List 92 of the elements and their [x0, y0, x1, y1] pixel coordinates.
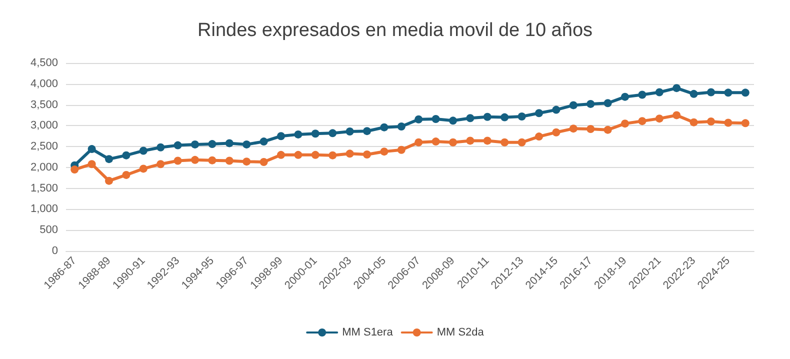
point: [346, 128, 354, 136]
point: [638, 90, 646, 99]
point: [105, 176, 113, 185]
point: [139, 164, 148, 173]
point: [208, 140, 216, 148]
point: [518, 138, 526, 146]
point: [638, 117, 646, 126]
point: [449, 138, 457, 146]
point: [380, 123, 388, 132]
point: [88, 145, 96, 154]
point: [586, 100, 595, 108]
point: [294, 130, 302, 138]
point: [690, 118, 698, 126]
point: [655, 114, 664, 123]
point: [604, 126, 612, 134]
point: [311, 150, 320, 159]
point: [432, 138, 440, 146]
legend-label: MM S2da: [436, 326, 485, 338]
point: [260, 138, 268, 146]
point: [707, 88, 715, 96]
point: [225, 139, 234, 148]
point: [569, 124, 578, 133]
y-tick-label: 3,000: [30, 120, 58, 132]
y-tick-label: 500: [40, 224, 58, 236]
point: [156, 143, 165, 152]
chart-title: Rindes expresados en media movil de 10 años: [197, 20, 593, 41]
point: [483, 136, 492, 145]
point: [346, 150, 354, 158]
y-tick-label: 4,000: [30, 78, 58, 90]
point: [328, 151, 337, 160]
point: [690, 90, 698, 98]
point: [88, 160, 96, 168]
point: [208, 156, 216, 164]
point: [242, 158, 251, 166]
point: [174, 141, 182, 150]
point: [741, 119, 750, 128]
point: [414, 115, 423, 124]
point: [569, 101, 578, 110]
point: [277, 132, 285, 140]
point: [552, 106, 560, 114]
point: [500, 138, 509, 146]
point: [621, 120, 629, 128]
point: [328, 129, 337, 138]
point: [621, 92, 629, 101]
point: [604, 99, 612, 108]
point: [122, 151, 130, 160]
point: [191, 140, 199, 148]
y-tick-label: 2,500: [30, 140, 58, 153]
y-tick-label: 4,500: [30, 57, 58, 69]
point: [277, 150, 285, 159]
point: [741, 88, 750, 97]
point: [363, 127, 371, 136]
point: [466, 114, 474, 122]
point: [586, 125, 595, 134]
point: [70, 166, 79, 174]
point: [380, 148, 388, 156]
y-tick-label: 2,000: [30, 161, 58, 174]
point: [363, 150, 371, 158]
point: [122, 170, 130, 179]
point: [483, 112, 492, 121]
point: [672, 111, 681, 120]
point: [707, 117, 715, 126]
point: [466, 136, 474, 145]
point: [174, 156, 182, 165]
point: [397, 146, 406, 154]
point: [397, 122, 406, 130]
point: [311, 130, 320, 138]
y-tick-label: 3,500: [30, 98, 58, 111]
point: [518, 112, 526, 120]
point: [105, 155, 113, 164]
point: [156, 160, 165, 168]
point: [449, 116, 457, 125]
point: [414, 138, 423, 146]
point: [225, 156, 234, 165]
point: [552, 128, 560, 136]
y-tick-label: 0: [52, 245, 58, 257]
y-tick-label: 1,000: [30, 203, 58, 216]
point: [242, 140, 251, 148]
point: [724, 88, 732, 97]
point: [500, 113, 509, 122]
legend-label: MM S1era: [342, 326, 394, 338]
point: [432, 114, 440, 123]
point: [672, 84, 681, 92]
point: [535, 109, 543, 118]
point: [535, 132, 543, 141]
point: [724, 118, 732, 127]
point: [139, 146, 148, 155]
point: [191, 156, 199, 164]
point: [294, 150, 302, 159]
y-tick-label: 1,500: [30, 182, 58, 194]
point: [655, 88, 664, 96]
point: [260, 158, 268, 166]
